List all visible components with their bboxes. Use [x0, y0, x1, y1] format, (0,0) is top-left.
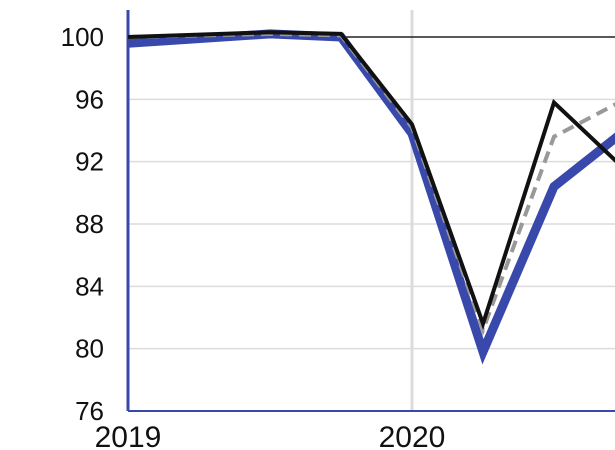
- x-tick-labels: 2019 2020: [95, 421, 446, 450]
- series-group: [127, 29, 615, 365]
- x-tick-label-2020: 2020: [379, 421, 446, 450]
- grid: [128, 10, 615, 411]
- y-tick-label-92: 92: [75, 147, 104, 177]
- axes: [126, 10, 615, 412]
- y-tick-label-80: 80: [75, 334, 104, 364]
- y-tick-labels: 76 80 84 88 92 96 100: [61, 22, 104, 426]
- y-tick-label-88: 88: [75, 209, 104, 239]
- x-tick-label-2019: 2019: [95, 421, 162, 450]
- y-tick-label-76: 76: [75, 396, 104, 426]
- y-tick-label-84: 84: [75, 271, 104, 301]
- series-line-3: [127, 30, 615, 330]
- series-line-1: [127, 29, 615, 365]
- y-tick-label-96: 96: [75, 84, 104, 114]
- y-tick-label-100: 100: [61, 22, 104, 52]
